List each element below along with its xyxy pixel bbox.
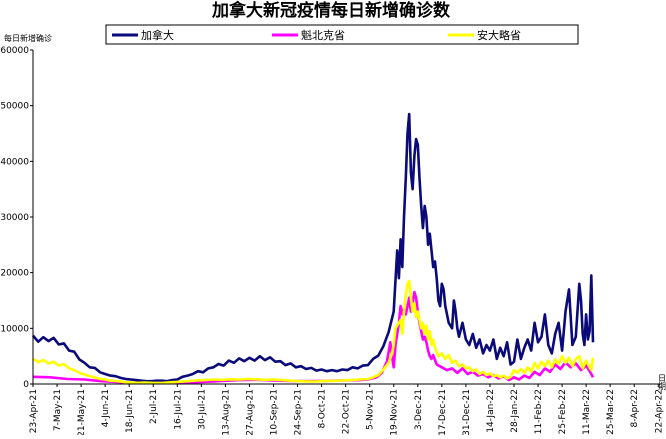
x-tick-label: 4-Jun-21 [101,389,111,427]
x-tick-label: 16-Jul-21 [173,389,183,430]
x-tick-label: 27-Aug-21 [245,389,255,435]
x-tick-label: 8-Oct-21 [318,389,328,429]
x-tick-label: 22-Apr-22 [654,389,664,433]
y-axis-ticks: 0 10000 20000 30000 40000 50000 60000 [0,46,33,390]
chart-title: 加拿大新冠疫情每日新增确诊数 [211,0,451,21]
x-tick-label: 23-Apr-21 [29,389,39,433]
x-axis-unit-label: 日期 [658,374,666,391]
y-tick-label: 40000 [0,157,29,167]
series-line-canada [33,114,593,381]
x-tick-label: 10-Sep-21 [269,389,279,435]
y-tick-label: 30000 [0,213,29,223]
x-tick-label: 25-Mar-22 [606,389,616,435]
x-axis-ticks: 23-Apr-21 7-May-21 21-May-21 4-Jun-21 18-Jun… [29,384,664,435]
x-tick-label: 28-Jan-22 [510,389,520,433]
x-tick-label: 3-Dec-21 [414,389,424,430]
x-tick-label: 18-Jun-21 [125,389,135,433]
y-tick-label: 10000 [0,324,29,334]
x-tick-label: 22-Oct-21 [342,389,352,434]
x-tick-label: 30-Jul-21 [197,389,207,430]
x-tick-label: 24-Sep-21 [294,389,304,435]
y-tick-label: 50000 [0,102,29,112]
y-tick-label: 0 [23,380,29,390]
x-tick-label: 17-Dec-21 [438,389,448,435]
y-tick-label: 60000 [0,46,29,56]
x-tick-label: 13-Aug-21 [221,389,231,435]
x-tick-label: 14-Jan-22 [486,389,496,433]
legend-label-canada: 加拿大 [141,28,174,42]
x-tick-label: 7-May-21 [53,389,63,431]
x-tick-label: 21-May-21 [77,389,87,435]
legend: 加拿大 魁北克省 安大略省 [106,25,578,44]
series-layer [33,114,593,383]
legend-label-quebec: 魁北克省 [301,28,345,42]
y-axis-label: 每日新增确诊 [4,33,52,43]
x-tick-label: 8-Apr-22 [630,389,640,427]
x-tick-label: 25-Feb-22 [558,389,568,434]
x-tick-label: 2-Jul-21 [149,389,159,424]
x-tick-label: 31-Dec-21 [462,389,472,435]
legend-label-ontario: 安大略省 [477,28,521,42]
y-tick-label: 20000 [0,269,29,279]
x-tick-label: 19-Nov-21 [390,389,400,435]
x-tick-label: 11-Feb-22 [534,389,544,434]
x-tick-label: 11-Mar-22 [582,389,592,435]
x-tick-label: 5-Nov-21 [366,389,376,430]
